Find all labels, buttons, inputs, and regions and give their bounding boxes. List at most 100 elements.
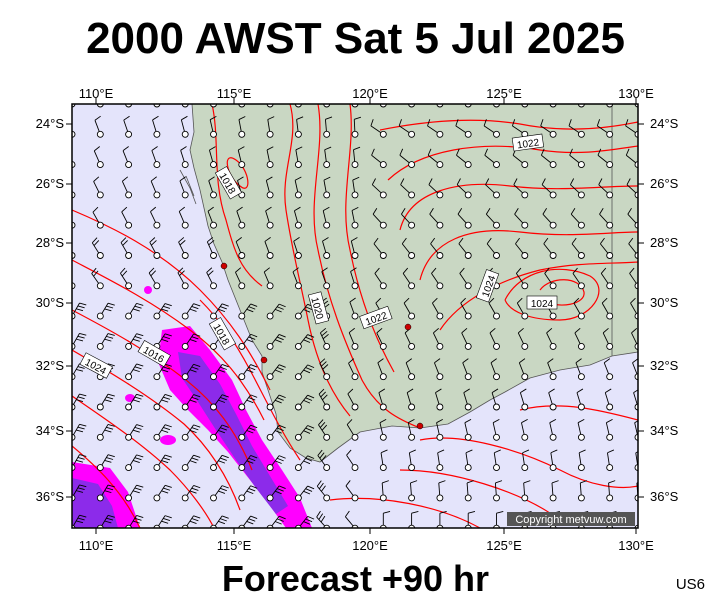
wind-barb-feather [318,482,324,490]
wind-barb-feather [573,297,580,304]
wind-station-circle [238,282,246,290]
wind-barb-feather [65,177,70,182]
wind-barb-feather [161,460,169,464]
wind-barb-feather [161,369,169,373]
wind-barb-feather [250,394,258,398]
wind-station-circle [294,464,302,472]
wind-barb-feather [307,394,315,399]
wind-barb-feather [317,449,323,456]
wind-station-circle [125,221,133,229]
wind-barb-feather [246,308,254,313]
wind-station-circle [577,161,585,169]
wind-barb-feather [496,510,504,514]
wind-barb-feather [378,388,386,394]
wind-station-circle [464,191,472,199]
wind-barb-staff [184,104,186,105]
lat-label: 36°S [650,489,679,504]
page-title: 2000 AWST Sat 5 Jul 2025 [86,14,625,63]
wind-barb-feather [598,178,603,185]
wind-barb-staff [269,104,271,105]
wind-barb-feather [106,517,114,521]
wind-station-circle [493,494,500,502]
wind-barb-feather [464,419,472,424]
wind-barb-feather [320,391,326,398]
wind-barb-feather [274,430,282,434]
wind-station-circle [464,282,472,290]
wind-barb-feather [120,267,126,274]
wind-station-circle [606,373,614,381]
wind-station-circle [606,221,614,229]
wind-barb-feather [401,237,407,245]
lat-label: 32°S [36,358,65,373]
wind-barb-feather [514,208,519,215]
wind-station-circle [549,342,557,350]
wind-barb-feather [305,336,313,341]
wind-barb-feather [294,206,301,212]
wind-barb-feather [428,178,433,185]
wind-barb-feather [600,267,607,274]
wind-barb-feather [546,327,553,334]
wind-station-circle [238,252,246,259]
wind-barb-feather [458,237,464,245]
wind-barb-feather [292,267,299,273]
wind-station-circle [238,494,246,502]
wind-barb-feather [120,237,127,243]
wind-barb-feather [321,455,327,462]
wind-barb-feather [599,237,605,245]
wind-station-circle [379,191,387,199]
wind-station-circle [181,252,189,259]
wind-barb-feather [221,394,229,398]
wind-station-circle [266,252,274,259]
wind-station-circle [464,464,472,472]
wind-station-circle [493,433,500,441]
wind-barb-feather [91,267,97,274]
wind-barb-feather [485,208,491,215]
wind-station-circle [577,282,585,290]
wind-barb-feather [220,306,227,310]
lon-labels-bottom: 110°E 115°E 120°E 125°E 130°E [79,538,654,553]
wind-barb-feather [597,90,599,97]
wind-barb-feather [465,449,473,454]
wind-station-circle [323,282,331,290]
wind-station-circle [521,494,529,502]
wind-barb-feather [248,397,256,401]
wind-barb-feather [132,490,140,494]
wind-barb-feather [318,388,325,395]
wind-barb-feather [485,178,490,185]
wind-barb-feather [484,148,488,156]
wind-station-circle [379,373,387,381]
wind-barb-feather [221,454,229,459]
wind-station-circle [606,403,614,411]
wind-barb-feather [434,358,441,364]
wind-barb-feather [521,419,528,424]
wind-station-circle [153,130,161,138]
wind-barb-feather [104,308,112,312]
wind-station-circle [379,494,387,502]
wind-barb-staff [438,104,440,105]
wind-station-circle [238,373,246,381]
wind-barb-feather [626,178,631,185]
wind-barb-feather [220,396,227,401]
wind-barb-feather [430,237,436,245]
wind-barb-feather [179,270,185,276]
wind-barb-feather [136,302,144,306]
coast-detail [179,169,197,205]
lat-label: 30°S [650,295,679,310]
wind-barb-feather [427,90,429,97]
wind-barb-feather [164,484,172,488]
wind-barb-feather [106,426,114,430]
wind-station-circle [521,433,529,441]
wind-station-circle [323,161,331,169]
wind-station-circle [464,161,472,169]
wind-barb-feather [323,206,330,212]
wind-barb-feather [79,423,87,427]
wind-station-circle [294,282,302,290]
wind-station-circle [351,282,359,290]
wind-station-circle [294,221,302,229]
wind-barb-feather [630,297,636,304]
wind-station-circle [181,130,189,138]
wind-barb-feather [517,327,524,334]
wind-barb-feather [321,267,328,273]
wind-station-circle [210,282,217,290]
wind-barb-feather [515,237,520,245]
